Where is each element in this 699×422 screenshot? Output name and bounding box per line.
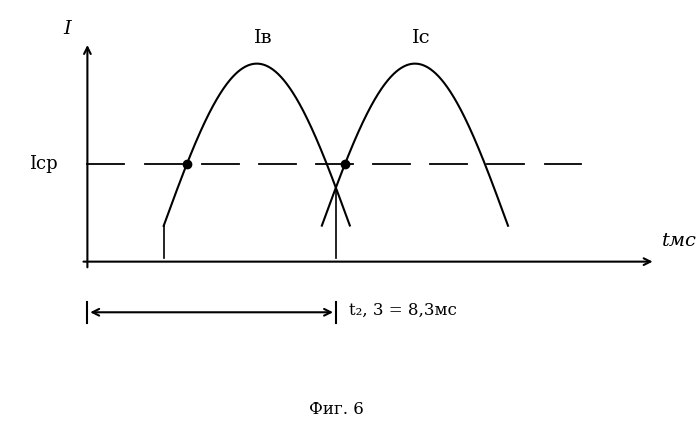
Text: I: I [64, 20, 71, 38]
Text: Фиг. 6: Фиг. 6 [309, 401, 363, 418]
Text: Iв: Iв [254, 29, 273, 47]
Text: tмс: tмс [662, 232, 697, 249]
Text: t₂, 3 = 8,3мс: t₂, 3 = 8,3мс [350, 302, 457, 319]
Text: Iс: Iс [412, 29, 431, 47]
Text: Iср: Iср [29, 155, 58, 173]
